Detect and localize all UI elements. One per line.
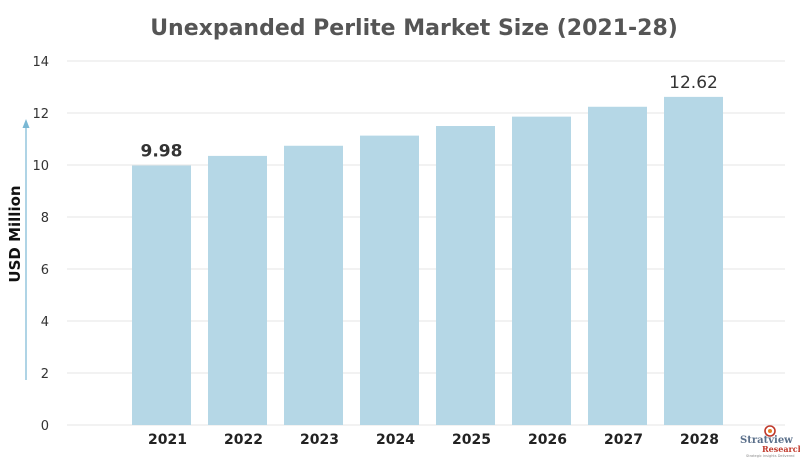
bar: [132, 165, 191, 425]
logo-target-center-icon: [768, 429, 772, 433]
bar: [436, 126, 495, 425]
bar: [664, 96, 723, 425]
y-axis-arrow-head: [22, 119, 30, 128]
bar: [208, 155, 267, 425]
y-tick-label: 4: [41, 315, 49, 330]
y-tick-label: 6: [41, 263, 49, 278]
x-axis-ticks: 2021 2022 2023 2024 2025 2026 2027 2028: [148, 432, 719, 448]
y-tick-label: 10: [32, 159, 49, 174]
y-axis-label: USD Million: [6, 185, 24, 282]
x-tick-label: 2024: [376, 432, 415, 448]
bar: [284, 145, 343, 425]
data-label: 12.62: [669, 73, 718, 93]
bar: [588, 106, 647, 425]
logo-target-icon: [764, 425, 776, 437]
data-labels: 9.98 12.62: [141, 73, 718, 162]
bar: [360, 135, 419, 425]
data-label: 9.98: [141, 142, 183, 162]
logo-tagline: Strategic Insights Delivered: [746, 454, 794, 458]
x-tick-label: 2022: [224, 432, 263, 448]
x-tick-label: 2028: [680, 432, 719, 448]
x-tick-label: 2027: [604, 432, 643, 448]
bar: [512, 116, 571, 425]
y-tick-label: 2: [41, 367, 49, 382]
logo-sub: Research: [762, 444, 800, 454]
y-axis-ticks: 0 2 4 6 8 10 12 14: [32, 55, 49, 434]
y-tick-label: 8: [41, 211, 49, 226]
chart-title: Unexpanded Perlite Market Size (2021-28): [150, 16, 678, 41]
x-tick-label: 2026: [528, 432, 567, 448]
x-tick-label: 2021: [148, 432, 187, 448]
y-tick-label: 14: [32, 55, 49, 70]
y-tick-label: 12: [32, 107, 49, 122]
x-tick-label: 2023: [300, 432, 339, 448]
bars: [132, 96, 723, 425]
logo-name: Stratview: [740, 435, 793, 446]
y-tick-label: 0: [41, 419, 49, 434]
x-tick-label: 2025: [452, 432, 491, 448]
stratview-logo: Stratview Research Strategic Insights De…: [740, 425, 800, 458]
